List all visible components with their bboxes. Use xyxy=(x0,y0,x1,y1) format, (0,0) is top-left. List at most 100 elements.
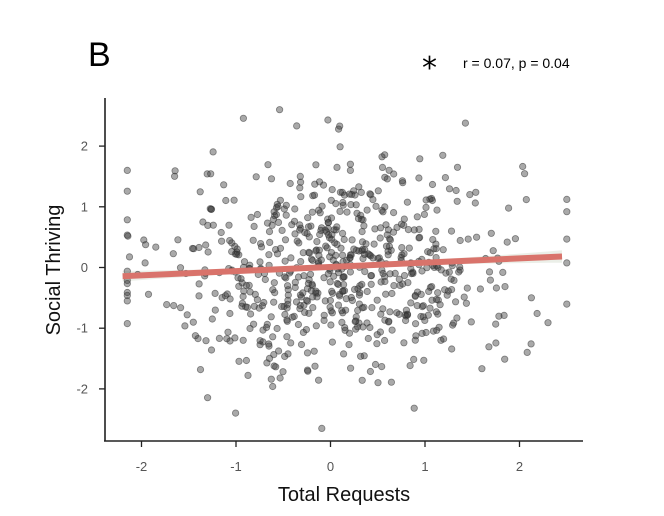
scatter-point xyxy=(256,341,264,349)
scatter-point xyxy=(284,286,292,294)
scatter-point xyxy=(370,240,378,248)
scatter-point xyxy=(511,235,520,243)
scatter-point xyxy=(352,325,360,333)
scatter-point xyxy=(314,289,322,297)
scatter-point xyxy=(360,222,368,230)
scatter-point xyxy=(235,357,243,365)
scatter-point xyxy=(270,279,278,287)
scatter-point xyxy=(345,340,353,349)
scatter-point xyxy=(501,282,509,291)
scatter-point xyxy=(451,298,460,306)
scatter-point xyxy=(356,289,364,297)
scatter-point xyxy=(409,269,417,277)
scatter-point xyxy=(181,322,189,330)
scatter-point xyxy=(270,298,278,306)
scatter-point xyxy=(208,315,216,323)
scatter-point xyxy=(405,244,413,252)
scatter-point xyxy=(204,248,212,256)
scatter-point xyxy=(239,336,247,344)
scatter-point xyxy=(393,309,401,317)
scatter-point xyxy=(399,179,407,187)
scatter-point xyxy=(274,347,283,355)
scatter-point xyxy=(322,242,330,250)
scatter-point xyxy=(233,250,241,258)
scatter-point xyxy=(350,285,359,293)
scatter-point xyxy=(240,258,249,266)
scatter-point xyxy=(339,350,348,358)
scatter-point xyxy=(428,296,436,304)
scatter-point xyxy=(299,289,307,297)
scatter-point xyxy=(297,257,305,266)
scatter-point xyxy=(273,324,281,333)
scatter-point xyxy=(224,328,232,336)
scatter-point xyxy=(346,166,354,174)
scatter-point xyxy=(471,199,479,207)
scatter-point xyxy=(563,300,571,308)
scatter-point xyxy=(463,284,471,292)
scatter-point xyxy=(305,276,313,284)
scatter-point xyxy=(413,301,421,310)
scatter-point xyxy=(519,162,527,171)
scatter-point xyxy=(403,198,411,206)
scatter-point xyxy=(305,309,313,317)
scatter-point xyxy=(124,232,132,240)
scatter-point xyxy=(402,306,410,314)
scatter-point xyxy=(404,278,412,287)
scatter-point xyxy=(338,318,346,326)
scatter-point xyxy=(380,336,389,345)
scatter-point xyxy=(487,229,495,237)
scatter-point xyxy=(386,308,394,316)
scatter-point xyxy=(315,178,324,186)
scatter-point xyxy=(273,250,282,258)
scatter-point xyxy=(527,340,535,348)
scatter-point xyxy=(460,293,468,301)
scatter-point xyxy=(390,170,398,178)
scatter-point xyxy=(231,242,239,250)
scatter-point xyxy=(356,352,365,360)
scatter-point xyxy=(411,292,419,300)
scatter-point xyxy=(418,267,426,275)
scatter-point xyxy=(211,306,219,314)
scatter-point xyxy=(367,252,375,260)
scatter-point xyxy=(280,205,288,213)
scatter-point xyxy=(424,311,432,319)
scatter-point xyxy=(279,368,287,376)
correlation-stat-text: r = 0.07, p = 0.04 xyxy=(463,55,570,71)
scatter-point xyxy=(237,275,245,283)
scatter-point xyxy=(283,316,291,324)
scatter-point xyxy=(430,245,438,253)
scatter-point xyxy=(222,196,230,205)
scatter-point xyxy=(332,200,340,208)
scatter-point xyxy=(282,211,290,219)
scatter-point xyxy=(485,268,494,276)
scatter-point xyxy=(376,328,384,336)
scatter-point xyxy=(354,306,362,314)
scatter-point xyxy=(257,243,266,251)
scatter-point xyxy=(265,354,274,362)
scatter-point xyxy=(563,195,571,203)
scatter-point xyxy=(275,106,284,114)
scatter-point xyxy=(439,246,447,254)
scatter-point xyxy=(433,206,441,214)
scatter-point xyxy=(247,310,255,318)
scatter-point xyxy=(400,271,409,280)
scatter-point xyxy=(395,275,403,283)
scatter-point xyxy=(267,175,276,183)
scatter-point xyxy=(527,294,536,302)
scatter-point xyxy=(211,289,219,297)
scatter-point xyxy=(291,278,299,286)
scatter-point xyxy=(381,151,389,159)
scatter-point xyxy=(274,203,282,211)
scatter-point xyxy=(215,334,223,342)
scatter-point xyxy=(202,241,210,249)
scatter-point xyxy=(266,238,274,246)
scatter-point xyxy=(293,122,301,130)
scatter-point xyxy=(328,289,337,297)
x-tick-label: 1 xyxy=(421,459,428,474)
scatter-point xyxy=(485,343,493,351)
scatter-point xyxy=(417,312,425,321)
scatter-point xyxy=(563,259,571,267)
scatter-point xyxy=(317,224,326,232)
scatter-point xyxy=(283,333,291,341)
scatter-point xyxy=(339,198,347,207)
